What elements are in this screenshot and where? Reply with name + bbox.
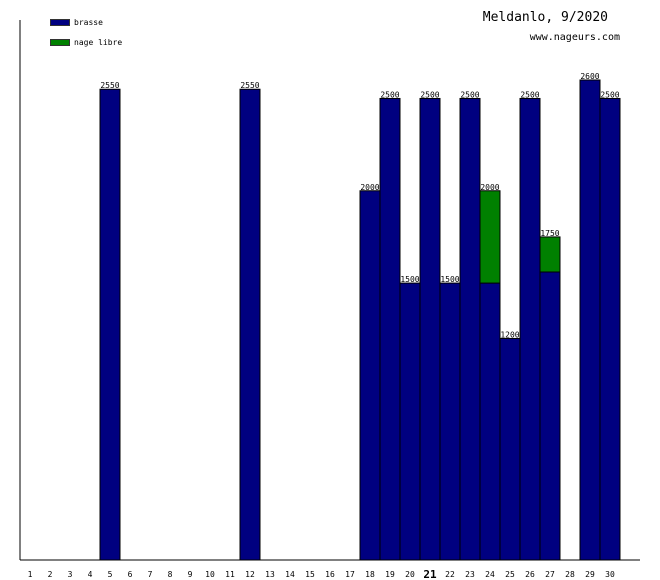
legend-item-nage-libre: nage libre <box>50 37 122 47</box>
x-tick-label-20: 20 <box>405 570 415 579</box>
bar-brasse-day-29 <box>579 79 601 561</box>
x-tick-label-7: 7 <box>148 570 153 579</box>
bar-brasse-day-30 <box>599 97 621 561</box>
x-tick-labels-layer: 1 2 3 4 5 6 7 8 9 10 11 12 13 14 15 16 17 18 19 20 21 22 23 24 2… <box>28 568 615 580</box>
x-tick-label-23: 23 <box>465 570 475 579</box>
bar-brasse-day-25 <box>499 337 521 561</box>
x-tick-label-16: 16 <box>325 570 335 579</box>
value-label-day-30: 2500 <box>600 90 619 99</box>
legend-item-brasse: brasse <box>50 17 103 27</box>
x-tick-label-10: 10 <box>205 570 215 579</box>
x-tick-label-18: 18 <box>365 570 375 579</box>
x-tick-label-2: 2 <box>48 570 53 579</box>
value-label-day-27: 1750 <box>540 229 559 238</box>
bar-brasse-day-20 <box>399 282 421 561</box>
value-label-day-20: 1500 <box>400 275 419 284</box>
chart-subtitle: www.nageurs.com <box>529 32 620 43</box>
x-tick-label-1: 1 <box>28 570 33 579</box>
value-labels-layer: 2550 2550 2000 2500 1500 2500 1500 2500 2000 1200… <box>100 72 619 339</box>
x-tick-label-22: 22 <box>445 570 455 579</box>
chart-title: Meldanlo, 9/2020 <box>482 10 608 25</box>
x-tick-label-27: 27 <box>545 570 555 579</box>
x-tick-label-21: 21 <box>423 568 437 580</box>
legend-label-nage-libre: nage libre <box>74 37 123 47</box>
x-tick-label-13: 13 <box>265 570 275 579</box>
x-tick-label-12: 12 <box>245 570 255 579</box>
bar-brasse-day-19 <box>379 97 401 561</box>
value-label-day-22: 1500 <box>440 275 459 284</box>
x-tick-label-5: 5 <box>108 570 113 579</box>
x-tick-label-6: 6 <box>128 570 133 579</box>
x-tick-label-15: 15 <box>305 570 315 579</box>
bar-nage-libre-day-24 <box>479 190 501 284</box>
bar-brasse-day-21 <box>419 97 441 561</box>
x-tick-label-19: 19 <box>385 570 395 579</box>
value-label-day-21: 2500 <box>420 90 439 99</box>
bar-brasse-day-12 <box>239 88 261 561</box>
x-tick-label-4: 4 <box>88 570 93 579</box>
x-tick-label-14: 14 <box>285 570 295 579</box>
bar-brasse-day-24 <box>479 282 501 561</box>
bars-layer <box>99 79 621 561</box>
x-tick-label-30: 30 <box>605 570 615 579</box>
x-tick-label-17: 17 <box>345 570 355 579</box>
x-tick-label-24: 24 <box>485 570 495 579</box>
legend-swatch-nage-libre <box>50 38 70 46</box>
x-tick-label-28: 28 <box>565 570 575 579</box>
value-label-day-19: 2500 <box>380 90 399 99</box>
bar-brasse-day-18 <box>359 190 381 561</box>
value-label-day-18: 2000 <box>360 183 379 192</box>
bar-nage-libre-day-27 <box>539 236 561 273</box>
bar-brasse-day-27 <box>539 271 561 561</box>
value-label-day-5: 2550 <box>100 81 119 90</box>
value-label-day-29: 2600 <box>580 72 599 81</box>
x-tick-label-8: 8 <box>168 570 173 579</box>
value-label-day-26: 2500 <box>520 90 539 99</box>
x-tick-label-3: 3 <box>68 570 73 579</box>
value-label-day-23: 2500 <box>460 90 479 99</box>
legend-label-brasse: brasse <box>74 17 103 27</box>
x-tick-label-11: 11 <box>225 570 235 579</box>
bar-brasse-day-22 <box>439 282 461 561</box>
value-label-day-12: 2550 <box>240 81 259 90</box>
legend-swatch-brasse <box>50 18 70 26</box>
x-tick-label-26: 26 <box>525 570 535 579</box>
x-tick-label-9: 9 <box>188 570 193 579</box>
bar-brasse-day-5 <box>99 88 121 561</box>
bar-brasse-day-26 <box>519 97 541 561</box>
value-label-day-24: 2000 <box>480 183 499 192</box>
x-tick-label-29: 29 <box>585 570 595 579</box>
value-label-day-25: 1200 <box>500 330 519 339</box>
x-tick-label-25: 25 <box>505 570 515 579</box>
bar-brasse-day-23 <box>459 97 481 561</box>
